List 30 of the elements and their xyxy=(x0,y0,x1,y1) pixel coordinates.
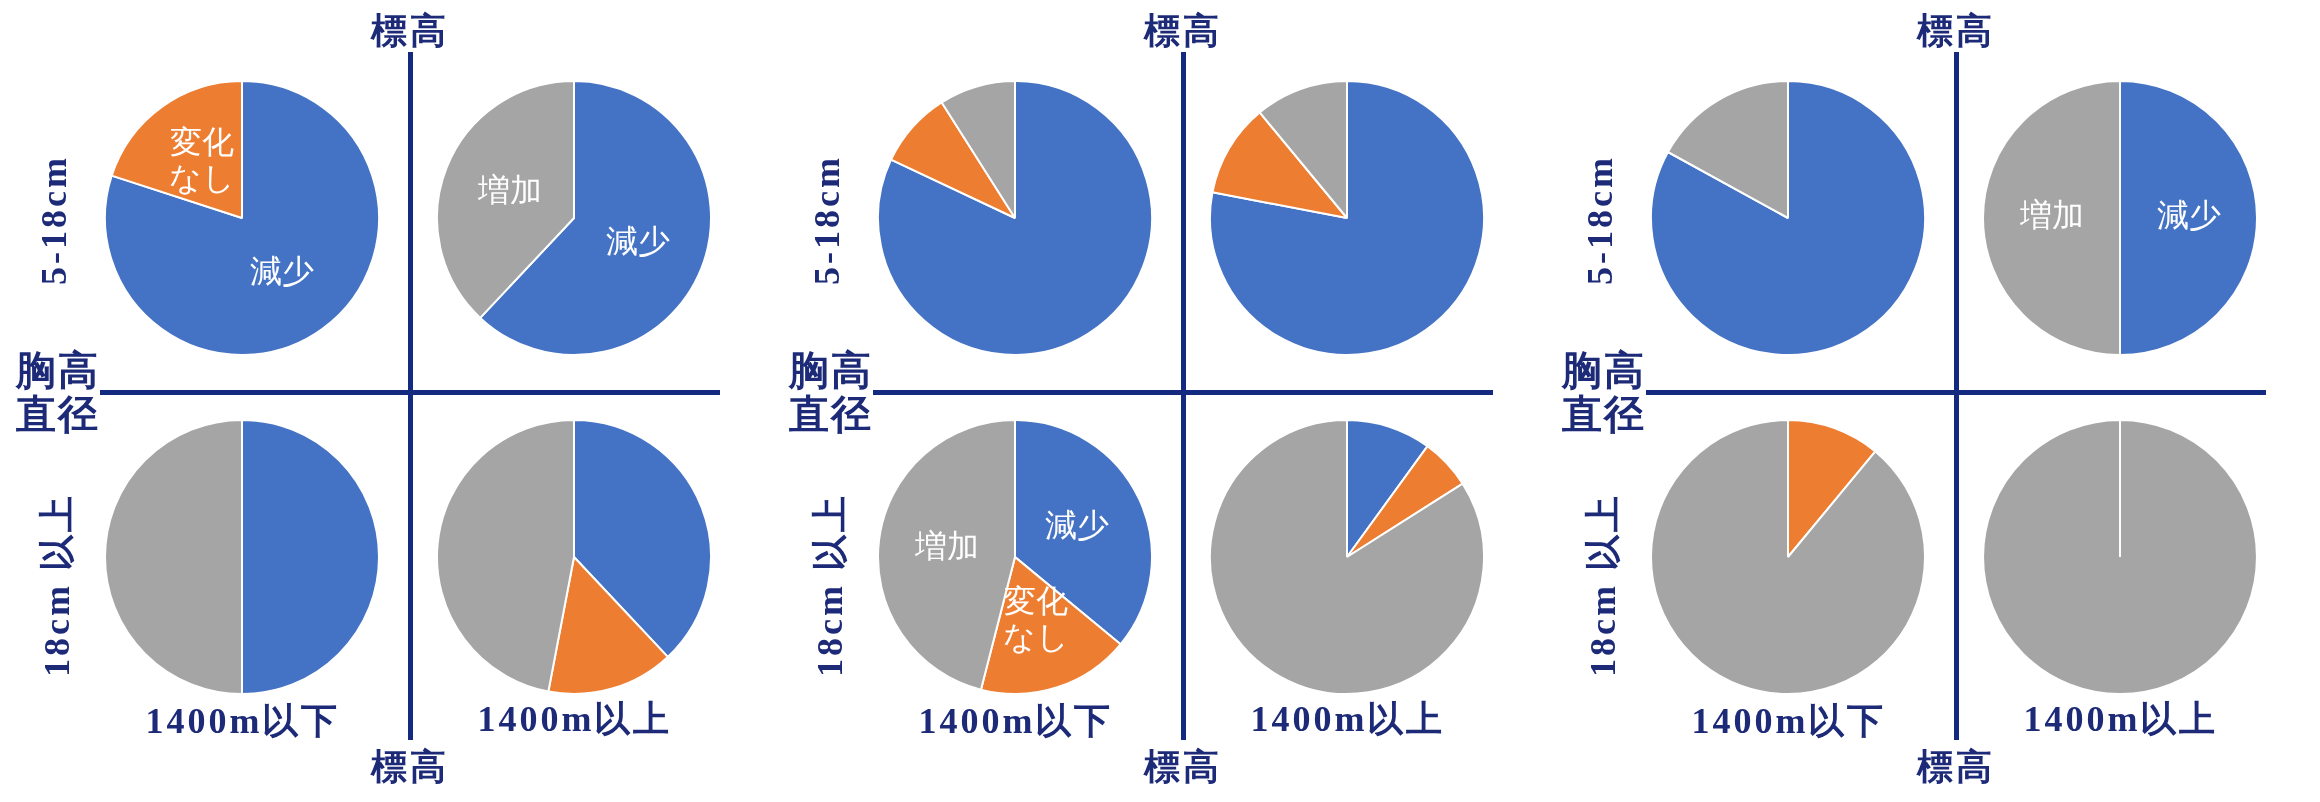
text: 1400m以下 xyxy=(1691,701,1887,742)
text: 標高 xyxy=(371,747,449,788)
text: 1400m以下 xyxy=(145,701,341,742)
text: 1400m以下 xyxy=(918,701,1114,742)
text: 18cm 以上 xyxy=(1583,493,1624,677)
text: 標高 xyxy=(1144,11,1222,52)
slice-label: 増加 xyxy=(477,171,543,210)
slice-label: 減少 xyxy=(250,251,315,290)
text: 標高 xyxy=(371,11,449,52)
text: 18cm 以上 xyxy=(810,493,851,677)
slice-label: 減少 xyxy=(605,221,670,260)
text: 1400m以上 xyxy=(477,699,673,740)
text: 5-18cm xyxy=(34,155,75,285)
text: 胸高直径 xyxy=(1562,348,1646,437)
text: 胸高直径 xyxy=(789,348,873,437)
text: 5-18cm xyxy=(807,155,848,285)
text: 標高 xyxy=(1917,11,1995,52)
text: 標高 xyxy=(1144,747,1222,788)
slice-label: 変化なし xyxy=(1003,582,1070,657)
slice-label: 減少 xyxy=(1044,506,1109,545)
slice-label: 増加 xyxy=(914,526,980,565)
slice-label: 減少 xyxy=(2156,196,2221,235)
text: 1400m以上 xyxy=(2023,699,2219,740)
text: 標高 xyxy=(1917,747,1995,788)
text: 5-18cm xyxy=(1580,155,1621,285)
text: 胸高直径 xyxy=(16,348,100,437)
text: 18cm 以上 xyxy=(37,493,78,677)
slice-label: 増加 xyxy=(2018,196,2084,235)
slice-label: 変化なし xyxy=(168,122,235,197)
text: 1400m以上 xyxy=(1250,699,1446,740)
